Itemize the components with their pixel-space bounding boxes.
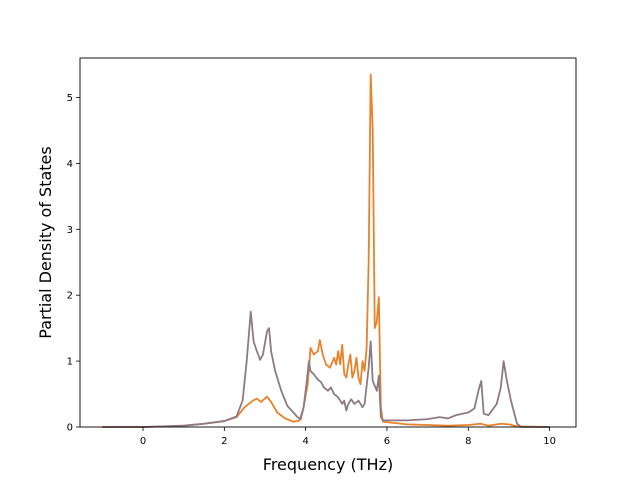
x-tick-label: 10 bbox=[543, 436, 556, 447]
y-axis-label: Partial Density of States bbox=[36, 146, 55, 338]
y-tick-label: 3 bbox=[67, 225, 73, 236]
y-tick-label: 2 bbox=[67, 291, 73, 302]
series-line-1 bbox=[102, 73, 550, 428]
plot-area-frame bbox=[79, 57, 577, 428]
x-tick-label: 6 bbox=[384, 436, 390, 447]
series-layer bbox=[102, 73, 550, 428]
y-tick-label: 0 bbox=[67, 423, 73, 434]
y-axis-ticks: 0 1 2 3 4 5 bbox=[67, 93, 80, 434]
x-tick-label: 8 bbox=[465, 436, 471, 447]
y-tick-label: 5 bbox=[67, 93, 73, 104]
x-axis-ticks: 0 2 4 6 8 10 bbox=[140, 427, 556, 447]
x-tick-label: 0 bbox=[140, 436, 146, 447]
series-line-2 bbox=[102, 310, 550, 428]
y-tick-label: 4 bbox=[67, 159, 73, 170]
y-tick-label: 1 bbox=[67, 357, 73, 368]
x-tick-label: 2 bbox=[221, 436, 227, 447]
x-axis-label: Frequency (THz) bbox=[263, 455, 393, 474]
x-tick-label: 4 bbox=[302, 436, 308, 447]
